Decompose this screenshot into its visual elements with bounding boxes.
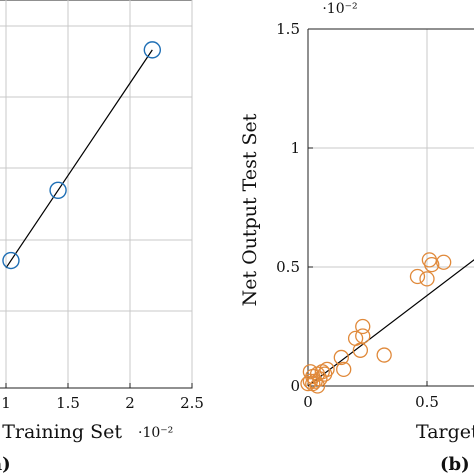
panel-b-marker-19 xyxy=(409,268,426,285)
panel-a-x-axis-label: t Training Set xyxy=(0,421,122,443)
panel-a-marker-0 xyxy=(2,251,20,270)
panel-b-marker-13 xyxy=(333,349,349,366)
panel-a-ticks: 1 1.5 2 2.5 xyxy=(1,383,204,412)
panel-b-marker-12 xyxy=(336,361,352,377)
panel-a-x-tick-label-0: 1 xyxy=(1,394,11,412)
panel-b-x-tick-label-0: 0 xyxy=(303,393,313,411)
panel-b-ticks: 00.5100.511.5 xyxy=(276,20,439,411)
panel-a-marker-1 xyxy=(49,181,67,200)
panel-b-x-tick-label-1: 0.5 xyxy=(415,393,439,411)
panel-b-marker-10 xyxy=(309,378,326,394)
panel-b-marker-17 xyxy=(355,318,371,335)
panel-a-fit-line-group xyxy=(5,49,153,269)
panel-b-y-axis-label: Net Output Test Set xyxy=(239,113,261,306)
panel-b-y-tick-label-3: 1.5 xyxy=(276,20,300,38)
panel-a-marker-2 xyxy=(143,41,162,59)
panel-a-grid xyxy=(0,0,193,388)
panel-b-y-exponent: ·10⁻² xyxy=(322,1,357,17)
panel-a-x-tick-label-3: 2.5 xyxy=(180,394,204,412)
panel-b-fit-line-group xyxy=(307,259,474,387)
panel-b-marker-20 xyxy=(419,271,435,287)
panel-b-y-tick-label-2: 1 xyxy=(290,139,300,157)
panel-b-marker-9 xyxy=(319,361,335,377)
panel-b-label: (b) xyxy=(440,454,470,474)
panel-b-marker-15 xyxy=(352,342,369,358)
panel-b-y-tick-label-0: 0 xyxy=(290,377,300,395)
panel-b-marker-16 xyxy=(355,328,371,344)
panel-a-label: (a) xyxy=(0,454,11,474)
panel-a-x-exponent: ·10⁻² xyxy=(138,425,173,441)
panel-a-plot-area xyxy=(0,0,193,389)
panel-b-y-tick-label-1: 0.5 xyxy=(276,258,300,276)
panel-a-training-set: 1 1.5 2 2.5 t Training Set ·10⁻² (a) xyxy=(0,0,204,474)
panel-a-x-tick-label-1: 1.5 xyxy=(56,394,80,412)
panel-a-markers xyxy=(2,41,162,270)
panel-b-marker-11 xyxy=(302,364,319,380)
panel-b-marker-22 xyxy=(424,256,440,273)
panel-b-marker-18 xyxy=(376,347,392,363)
panel-b-test-set: 00.5100.511.5 Net Output Test Set ·10⁻² … xyxy=(239,1,474,474)
panel-b-grid xyxy=(308,29,474,386)
panel-b-fit-line xyxy=(307,259,474,387)
panel-b-marker-23 xyxy=(436,254,452,270)
panel-b-x-axis-label: Target xyxy=(416,421,474,443)
panel-a-x-tick-label-2: 2 xyxy=(125,394,135,412)
panel-b-markers xyxy=(300,252,452,394)
panel-a-fit-line xyxy=(5,49,153,269)
